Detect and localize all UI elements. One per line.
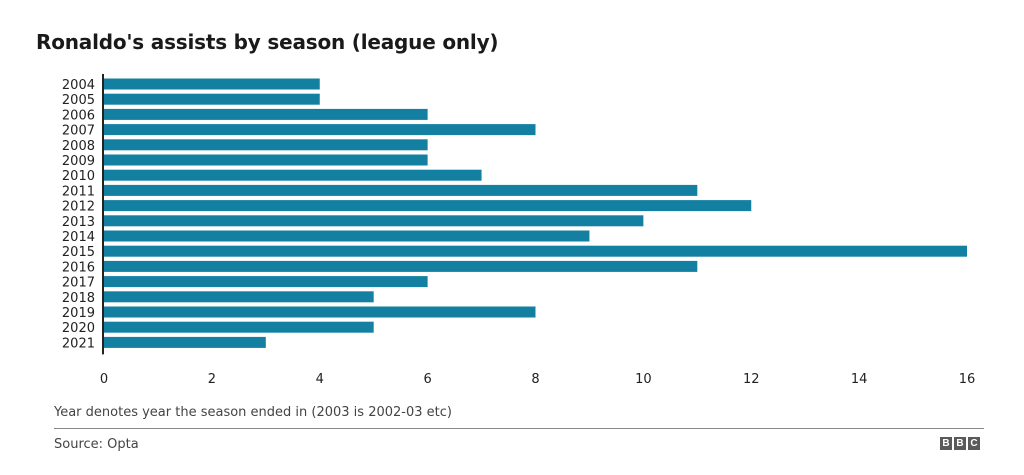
y-tick-label: 2006: [62, 108, 95, 123]
y-tick-label: 2008: [62, 139, 95, 154]
y-tick-label: 2009: [62, 154, 95, 169]
y-tick-label: 2010: [62, 169, 95, 184]
y-tick-label: 2004: [62, 78, 95, 93]
bar-2004: [104, 78, 320, 90]
bar-2019: [104, 306, 536, 318]
y-tick-label: 2005: [62, 93, 95, 108]
bar-2021: [104, 336, 266, 348]
y-tick-label: 2017: [62, 276, 95, 291]
x-tick-label: 10: [635, 372, 652, 387]
x-tick-label: 8: [531, 372, 539, 387]
bar-2007: [104, 124, 536, 136]
bar-2014: [104, 230, 590, 242]
y-tick-label: 2007: [62, 124, 95, 139]
y-tick-label: 2019: [62, 306, 95, 321]
bar-2011: [104, 184, 698, 196]
x-tick-label: 0: [100, 372, 108, 387]
footnote: Year denotes year the season ended in (2…: [54, 405, 452, 420]
y-tick-label: 2014: [62, 230, 95, 245]
bbc-logo-letter: B: [940, 437, 952, 450]
y-tick-label: 2016: [62, 260, 95, 275]
bbc-logo-letter: C: [968, 437, 980, 450]
bar-2017: [104, 276, 428, 288]
x-tick-label: 14: [851, 372, 868, 387]
bbc-logo: B B C: [940, 437, 980, 450]
y-tick-label: 2015: [62, 245, 95, 260]
y-tick-label: 2018: [62, 291, 95, 306]
divider: [54, 428, 984, 429]
bar-chart: 2004200520062007200820092010201120122013…: [62, 74, 976, 387]
bar-2006: [104, 108, 428, 120]
source-text: Source: Opta: [54, 437, 139, 452]
x-tick-label: 12: [743, 372, 760, 387]
y-tick-label: 2011: [62, 184, 95, 199]
bar-2010: [104, 169, 482, 181]
bar-2015: [104, 245, 967, 257]
x-tick-label: 6: [423, 372, 431, 387]
bbc-logo-letter: B: [954, 437, 966, 450]
bar-2009: [104, 154, 428, 166]
x-tick-label: 4: [316, 372, 324, 387]
y-tick-label: 2013: [62, 215, 95, 230]
x-tick-label: 2: [208, 372, 216, 387]
x-tick-label: 16: [959, 372, 976, 387]
y-tick-label: 2020: [62, 321, 95, 336]
bar-2020: [104, 321, 374, 333]
bar-2005: [104, 93, 320, 105]
bar-2016: [104, 260, 698, 272]
bar-2012: [104, 200, 752, 212]
bar-2008: [104, 139, 428, 151]
chart-title: Ronaldo's assists by season (league only…: [36, 30, 499, 54]
y-tick-label: 2021: [62, 336, 95, 351]
bar-2018: [104, 291, 374, 303]
bar-2013: [104, 215, 644, 227]
y-tick-label: 2012: [62, 200, 95, 215]
